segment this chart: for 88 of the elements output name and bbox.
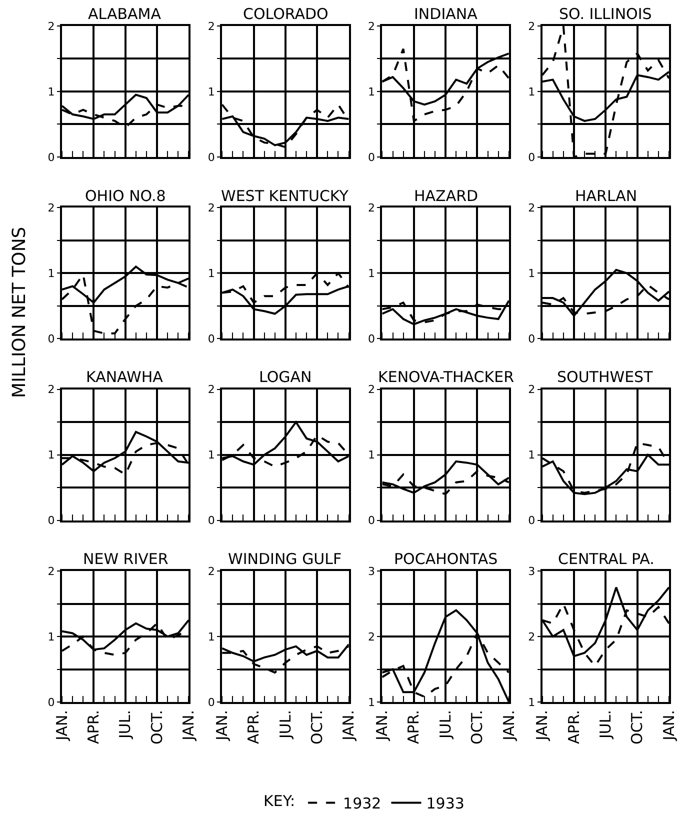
chart-title: POCAHONTAS [394, 550, 498, 568]
x-tick-label: APR. [564, 710, 583, 744]
y-tick-label: 2 [368, 202, 375, 215]
y-tick-label: 1 [368, 85, 375, 98]
chart-title: COLORADO [243, 5, 328, 23]
x-tick-label: APR. [244, 710, 263, 744]
y-tick-label: 2 [48, 383, 55, 396]
legend-label: 1932 [343, 794, 382, 813]
chart-title: OHIO NO.8 [85, 187, 166, 205]
y-tick-label: 0 [528, 514, 536, 528]
y-tick-label: 2 [368, 20, 375, 33]
x-tick-label: APR. [404, 710, 423, 744]
y-tick-label: 2 [528, 202, 536, 215]
y-tick-label: 1 [48, 630, 55, 644]
x-tick-label: OCT. [628, 710, 646, 744]
chart-title: NEW RIVER [83, 550, 168, 568]
x-tick-label: JAN. [660, 710, 678, 742]
y-tick-label: 0 [368, 332, 375, 346]
y-tick-label: 2 [48, 20, 55, 33]
y-tick-label: 0 [48, 514, 55, 528]
x-tick-label: OCT. [468, 710, 486, 744]
y-tick-label: 2 [528, 20, 536, 33]
chart-title: WEST KENTUCKY [221, 187, 350, 205]
y-tick-label: 1 [48, 448, 55, 462]
y-tick-label: 0 [208, 150, 215, 164]
x-tick-label: JAN. [533, 710, 552, 742]
chart-title: CENTRAL PA. [558, 550, 654, 568]
y-tick-label: 0 [528, 150, 536, 164]
y-tick-label: 1 [208, 85, 215, 98]
legend-label: 1933 [426, 794, 464, 813]
x-tick-label: JUL. [436, 710, 454, 740]
y-tick-label: 2 [368, 383, 375, 396]
legend-title: KEY: [264, 792, 296, 810]
y-tick-label: 0 [48, 696, 55, 709]
y-tick-label: 1 [528, 267, 536, 280]
y-tick-label: 1 [528, 448, 536, 462]
y-tick-label: 2 [208, 383, 215, 396]
y-tick-label: 2 [528, 630, 536, 644]
y-tick-label: 0 [48, 332, 55, 346]
y-tick-label: 0 [48, 150, 55, 164]
y-tick-label: 2 [208, 564, 215, 578]
x-tick-label: OCT. [148, 710, 166, 744]
x-tick-label: OCT. [308, 710, 326, 744]
y-tick-label: 1 [208, 267, 215, 280]
y-axis-title: MILLION NET TONS [9, 226, 30, 398]
chart-title: INDIANA [414, 5, 478, 23]
y-tick-label: 3 [368, 564, 375, 578]
x-tick-label: JUL. [596, 710, 615, 740]
y-tick-label: 1 [528, 85, 536, 98]
y-tick-label: 0 [368, 150, 375, 164]
y-tick-label: 1 [368, 448, 375, 462]
x-tick-label: JAN. [212, 710, 231, 742]
y-tick-label: 0 [208, 514, 215, 528]
x-tick-label: JUL. [276, 710, 294, 740]
y-tick-label: 0 [368, 514, 375, 528]
x-tick-label: JAN. [373, 710, 392, 742]
y-tick-label: 0 [208, 696, 215, 709]
y-tick-label: 1 [208, 448, 215, 462]
x-tick-label: JAN. [500, 710, 518, 742]
y-tick-label: 1 [368, 267, 375, 280]
x-tick-label: JAN. [180, 710, 198, 742]
x-tick-label: JUL. [116, 710, 134, 740]
y-tick-label: 2 [208, 20, 215, 33]
y-tick-label: 2 [208, 202, 215, 215]
y-tick-label: 0 [208, 332, 215, 346]
y-tick-label: 2 [48, 564, 55, 578]
chart-title: WINDING GULF [228, 550, 342, 568]
y-tick-label: 1 [48, 267, 55, 280]
x-tick-label: APR. [84, 710, 103, 744]
chart-title: LOGAN [259, 368, 312, 386]
x-tick-label: JAN. [52, 710, 71, 742]
y-tick-label: 2 [368, 630, 375, 644]
chart-title: HAZARD [414, 187, 478, 205]
chart-title: SOUTHWEST [557, 368, 654, 386]
chart-title: KENOVA-THACKER [378, 368, 514, 386]
chart-title: SO. ILLINOIS [559, 5, 652, 23]
y-tick-label: 1 [208, 630, 215, 644]
y-tick-label: 3 [528, 564, 536, 578]
y-tick-label: 1 [48, 85, 55, 98]
chart-title: HARLAN [575, 187, 638, 205]
chart-title: KANAWHA [86, 368, 164, 386]
chart-title: ALABAMA [88, 5, 162, 23]
y-tick-label: 1 [528, 696, 536, 709]
y-tick-label: 2 [528, 383, 536, 396]
x-tick-label: JAN. [340, 710, 358, 742]
y-tick-label: 2 [48, 202, 55, 215]
y-tick-label: 1 [368, 696, 375, 709]
y-tick-label: 0 [528, 332, 536, 346]
